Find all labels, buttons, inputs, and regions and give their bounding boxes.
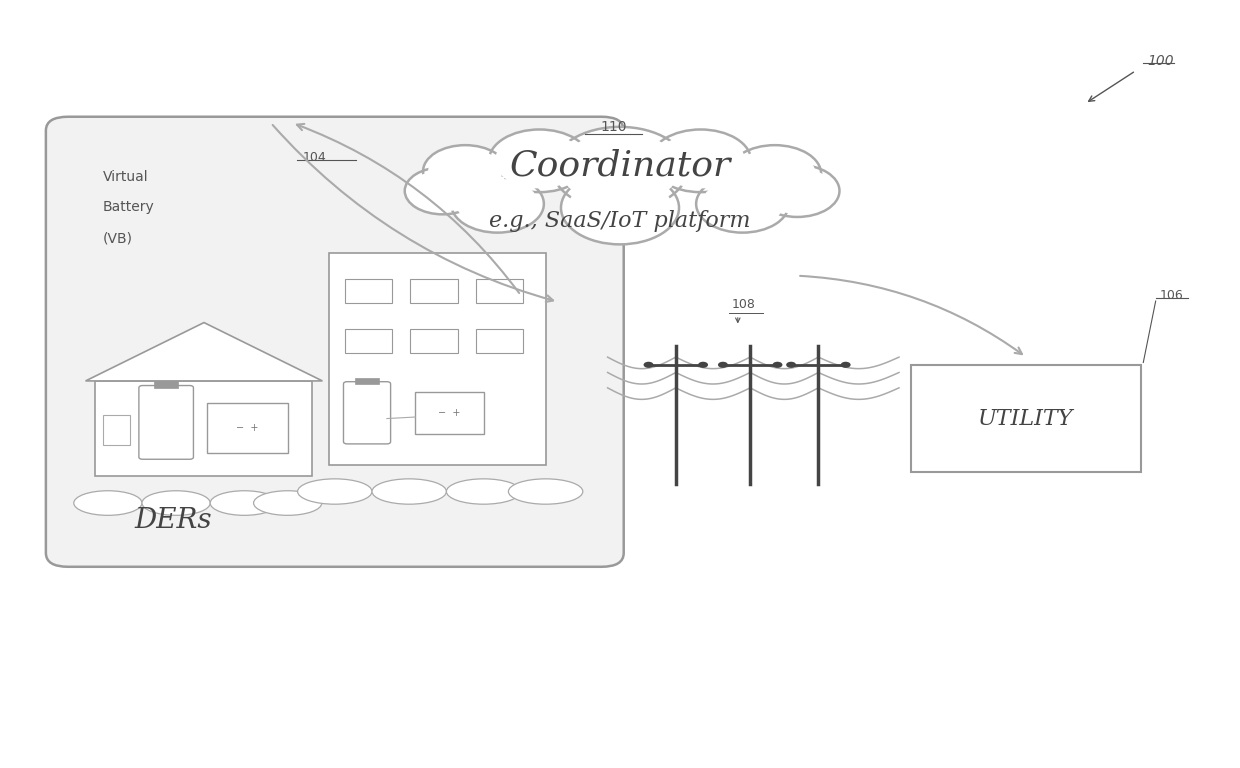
Circle shape (409, 170, 476, 211)
Bar (345, 329, 392, 353)
FancyBboxPatch shape (343, 382, 391, 444)
Ellipse shape (446, 479, 521, 505)
Ellipse shape (74, 491, 141, 515)
Bar (345, 279, 392, 303)
Ellipse shape (254, 491, 322, 515)
Bar (476, 329, 523, 353)
Bar (911, 365, 1141, 472)
Circle shape (755, 165, 839, 217)
Bar (476, 279, 523, 303)
Text: 108: 108 (732, 298, 755, 311)
Circle shape (718, 362, 728, 368)
Bar (103, 415, 130, 445)
Bar (415, 392, 484, 434)
Circle shape (404, 167, 481, 214)
Bar (410, 279, 458, 303)
FancyBboxPatch shape (46, 117, 624, 567)
Circle shape (696, 175, 789, 233)
Circle shape (656, 133, 745, 188)
Bar (329, 253, 546, 465)
Circle shape (734, 148, 816, 199)
Circle shape (553, 127, 687, 210)
Circle shape (560, 132, 680, 205)
Text: Virtual: Virtual (103, 170, 149, 184)
Circle shape (644, 362, 653, 368)
Text: DERs: DERs (135, 507, 212, 534)
Bar (95, 381, 312, 476)
Text: Coordinator: Coordinator (510, 148, 730, 182)
Text: e.g., SaaS/IoT platform: e.g., SaaS/IoT platform (490, 210, 750, 232)
Ellipse shape (143, 491, 211, 515)
Circle shape (773, 362, 782, 368)
Ellipse shape (211, 491, 278, 515)
Ellipse shape (372, 479, 446, 505)
Circle shape (760, 168, 835, 214)
Text: 106: 106 (1159, 290, 1183, 302)
Circle shape (568, 176, 672, 240)
Text: 110: 110 (600, 121, 627, 134)
Text: 100: 100 (1147, 55, 1173, 68)
Circle shape (702, 179, 784, 229)
Circle shape (560, 171, 680, 244)
Bar (410, 329, 458, 353)
FancyBboxPatch shape (139, 386, 193, 459)
Bar (355, 379, 379, 384)
Circle shape (841, 362, 851, 368)
Circle shape (423, 145, 507, 197)
Polygon shape (86, 323, 322, 381)
Bar (207, 403, 288, 453)
Circle shape (698, 362, 708, 368)
Ellipse shape (508, 479, 583, 505)
Text: −  +: − + (438, 408, 461, 418)
Circle shape (428, 148, 502, 194)
Text: 104: 104 (303, 151, 326, 164)
Circle shape (489, 130, 590, 192)
Circle shape (728, 145, 821, 203)
Text: −  +: − + (236, 423, 259, 433)
Text: UTILITY: UTILITY (978, 408, 1074, 429)
Circle shape (451, 175, 544, 233)
Ellipse shape (298, 479, 372, 505)
Text: Battery: Battery (103, 200, 155, 214)
Circle shape (786, 362, 796, 368)
Bar (154, 381, 179, 388)
Circle shape (650, 130, 751, 192)
Circle shape (495, 133, 584, 188)
Circle shape (456, 179, 538, 229)
Text: (VB): (VB) (103, 231, 133, 245)
